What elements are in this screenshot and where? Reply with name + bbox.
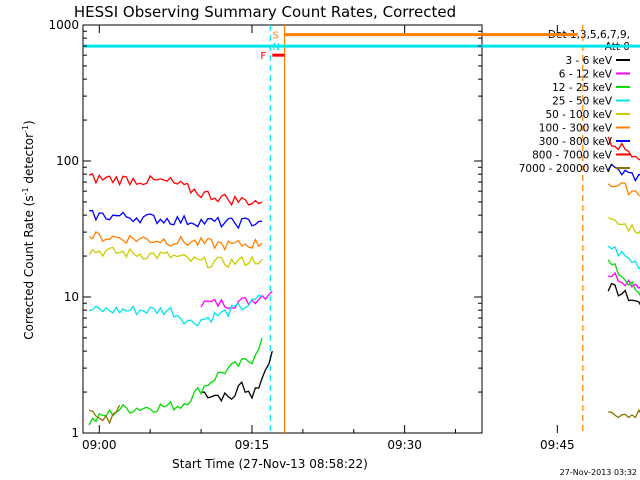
y-axis-label-part1: Corrected Count Rate (s — [22, 195, 36, 339]
footer-timestamp: 27-Nov-2013 03:32 — [560, 468, 637, 477]
y-tick-label-3: 1000 — [48, 18, 79, 32]
series-2-segment-0 — [88, 337, 263, 426]
y-axis-label-part3: ) — [22, 120, 36, 125]
x-tick-label-1: 09:15 — [235, 438, 270, 452]
x-tick-label-0: 09:00 — [82, 438, 117, 452]
chart-title: HESSI Observing Summary Count Rates, Cor… — [74, 3, 456, 21]
legend-label-8: 7000 - 20000 keV — [519, 163, 613, 175]
y-tick-label-1: 10 — [64, 290, 79, 304]
flag-label-N: N — [273, 42, 280, 53]
legend-header-line1: Det 1,3,5,6,7,9, — [548, 29, 630, 41]
series-6-segment-0 — [89, 209, 263, 230]
y-tick-label-2: 100 — [56, 154, 79, 168]
series-4-segment-0 — [88, 246, 263, 269]
legend-label-5: 100 - 300 keV — [539, 123, 613, 135]
y-axis-label-part2: detector — [22, 133, 36, 188]
legend-label-4: 50 - 100 keV — [545, 109, 612, 121]
legend-label-0: 3 - 6 keV — [565, 55, 612, 67]
legend-label-3: 25 - 50 keV — [552, 96, 613, 108]
legend-label-2: 12 - 25 keV — [552, 82, 613, 94]
legend-label-6: 300 - 800 keV — [539, 136, 613, 148]
plot-frame — [82, 24, 483, 434]
x-axis-label: Start Time (27-Nov-13 08:58:22) — [172, 457, 368, 471]
flag-label-S: S — [273, 31, 279, 42]
flag-label-F: F — [260, 51, 266, 62]
series-0-segment-0 — [201, 350, 273, 403]
series-8-segment-1 — [608, 408, 640, 419]
x-tick-label-2: 09:30 — [387, 438, 422, 452]
y-axis-label: Corrected Count Rate (s-1 detector-1) — [21, 120, 36, 339]
series-3-segment-0 — [88, 294, 263, 327]
legend-label-1: 6 - 12 keV — [559, 69, 613, 81]
series-8-segment-0 — [88, 404, 121, 425]
y-axis-label-sup2: -1 — [21, 125, 30, 133]
x-tick-label-3: 09:45 — [540, 438, 575, 452]
series-5-segment-0 — [88, 230, 263, 252]
y-tick-label-0: 1 — [71, 426, 79, 440]
y-axis-label-sup1: -1 — [21, 187, 30, 195]
series-7-segment-0 — [88, 172, 263, 207]
legend-label-7: 800 - 7000 keV — [532, 150, 613, 162]
